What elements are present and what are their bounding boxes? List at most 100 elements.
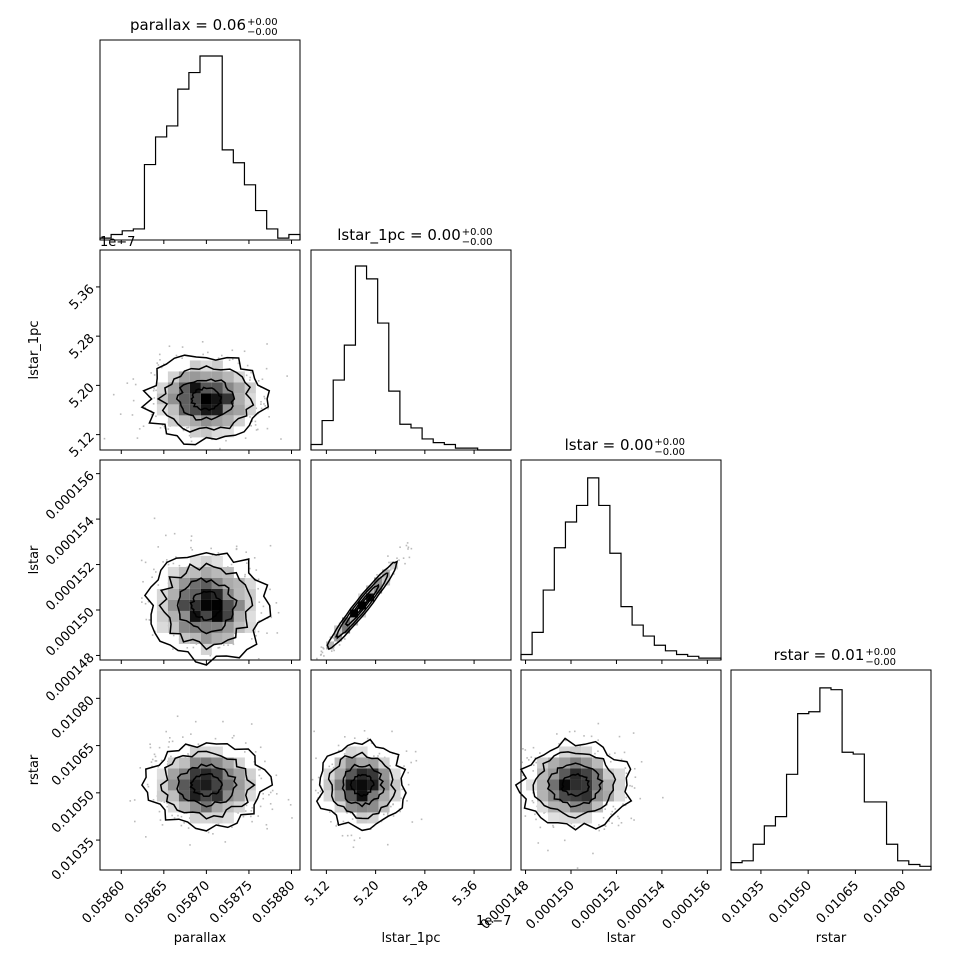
density-cell: [200, 632, 212, 644]
scatter-point: [251, 420, 253, 423]
scatter-point: [316, 657, 318, 660]
scatter-point: [189, 844, 191, 846]
density-cell: [200, 404, 212, 416]
scatter-point: [255, 634, 257, 637]
x-tick-label: 0.000156: [660, 878, 714, 932]
scatter-point: [242, 815, 245, 818]
scatter-point: [611, 810, 614, 813]
density-cell: [178, 790, 190, 802]
scatter-point: [231, 358, 234, 361]
scatter-point: [277, 611, 280, 614]
scatter-point: [524, 749, 527, 751]
scatter-point: [140, 559, 143, 562]
density-cell: [189, 790, 201, 802]
density-cell: [189, 382, 201, 394]
scatter-point: [352, 846, 355, 849]
density-cell: [211, 790, 223, 802]
scatter-point: [181, 357, 183, 359]
scatter-point: [145, 836, 147, 838]
y-axis-lstar: 0.0001480.0001500.0001520.0001540.000156…: [27, 469, 98, 705]
scatter-point: [535, 818, 537, 821]
scatter-point: [257, 815, 260, 817]
density-cell: [233, 779, 245, 791]
density-cell: [559, 768, 571, 780]
scatter-point: [260, 403, 262, 405]
density-cell: [156, 599, 168, 611]
scatter-point: [264, 397, 266, 400]
scatter-point: [202, 353, 204, 356]
density-cell: [222, 426, 234, 438]
density-cell: [211, 632, 223, 644]
density-cell: [592, 779, 604, 791]
density-cell: [233, 621, 245, 633]
scatter-point: [634, 776, 637, 778]
scatter-point: [255, 569, 258, 571]
density-cell: [374, 585, 383, 594]
scatter-point: [606, 803, 608, 806]
density-cell: [200, 415, 212, 427]
scatter-point: [271, 808, 274, 811]
scatter-point: [382, 813, 385, 816]
scatter-point: [339, 624, 342, 626]
density-cell: [592, 801, 604, 813]
scatter-point: [144, 602, 147, 605]
x-tick-label: 0.05860: [79, 878, 128, 927]
scatter-point: [249, 416, 251, 418]
density-cell: [367, 790, 379, 802]
density-cell: [200, 393, 212, 405]
scatter-point: [344, 638, 346, 640]
scatter-point: [399, 546, 401, 549]
scatter-point: [172, 634, 175, 637]
y-tick-label: 5.36: [67, 282, 98, 313]
scatter-point: [186, 427, 188, 429]
density-cell: [189, 632, 201, 644]
scatter-point: [218, 646, 221, 649]
scatter-point: [263, 395, 265, 398]
density-cell: [537, 757, 549, 769]
density-cell: [189, 371, 201, 383]
density-cell: [189, 621, 201, 633]
contour-level: [190, 386, 223, 412]
scatter-point: [190, 539, 192, 542]
scatter-point: [617, 824, 620, 827]
density-cell: [211, 621, 223, 633]
scatter-point: [522, 774, 524, 776]
x-tick-label: 5.36: [450, 878, 481, 909]
scatter-point: [172, 648, 174, 650]
scatter-point: [404, 562, 406, 565]
panel-frame: [99, 459, 301, 661]
scatter-point: [532, 801, 535, 804]
scatter-point: [411, 821, 414, 823]
density-cell: [345, 746, 357, 758]
scatter-point: [535, 761, 538, 764]
scatter-point: [161, 824, 164, 826]
scatter-point: [158, 810, 161, 813]
scatter-point: [244, 575, 246, 578]
density-cell: [323, 790, 335, 802]
density-cell: [581, 779, 593, 791]
x-tick-label: 0.01065: [814, 878, 863, 927]
scatter-point: [552, 826, 555, 829]
density-cell: [200, 588, 212, 600]
density-cell: [211, 588, 223, 600]
x-tick-label: 0.000154: [614, 878, 668, 932]
density-cell: [200, 621, 212, 633]
density-cell: [178, 588, 190, 600]
histogram-panel-lstar_1pc: lstar_1pc = 0.00 +0.00−0.00: [310, 226, 512, 454]
scatter-point: [149, 746, 152, 749]
scatter-point: [249, 379, 251, 381]
scatter-point: [322, 647, 325, 650]
scatter-point: [594, 752, 596, 755]
scatter-point: [268, 793, 270, 796]
scatter-point: [207, 831, 210, 834]
density-cell: [559, 757, 571, 769]
density-cell: [244, 588, 256, 600]
scatter-point: [414, 750, 417, 753]
y-tick-label: 0.000150: [43, 605, 97, 659]
density-cell: [345, 768, 357, 780]
scatter-point: [126, 382, 129, 384]
density-cell: [222, 610, 234, 622]
density-cell: [233, 768, 245, 780]
scatter-point: [392, 815, 395, 817]
